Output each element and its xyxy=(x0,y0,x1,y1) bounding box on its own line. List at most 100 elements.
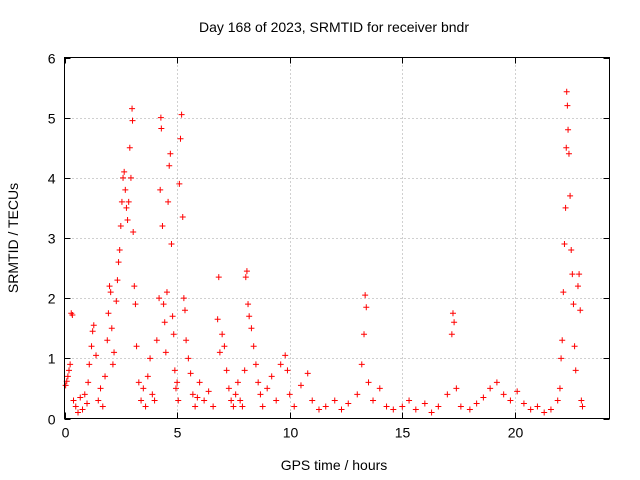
data-point xyxy=(232,391,239,398)
data-point xyxy=(104,337,111,344)
data-point xyxy=(153,337,160,344)
data-point xyxy=(183,337,190,344)
data-point xyxy=(406,397,413,404)
data-point xyxy=(466,406,473,413)
data-point xyxy=(157,114,164,121)
data-point xyxy=(95,397,102,404)
data-point xyxy=(126,144,133,151)
data-point xyxy=(174,379,181,386)
data-point xyxy=(264,385,271,392)
data-point xyxy=(225,385,232,392)
data-point xyxy=(291,403,298,410)
data-point xyxy=(108,325,115,332)
data-point xyxy=(89,328,96,335)
data-points xyxy=(62,88,586,416)
data-point xyxy=(259,403,266,410)
data-point xyxy=(66,367,73,374)
data-point xyxy=(399,403,406,410)
data-point xyxy=(370,397,377,404)
data-point xyxy=(428,409,435,416)
data-point xyxy=(449,310,456,317)
data-point xyxy=(223,367,230,374)
data-point xyxy=(568,247,575,254)
data-point xyxy=(358,361,365,368)
data-point xyxy=(210,403,217,410)
data-point xyxy=(169,313,176,320)
x-axis-label: GPS time / hours xyxy=(281,457,388,473)
data-point xyxy=(132,301,139,308)
data-point xyxy=(547,406,554,413)
data-point xyxy=(345,400,352,407)
data-point xyxy=(451,319,458,326)
data-point xyxy=(473,400,480,407)
data-point xyxy=(151,397,158,404)
data-point xyxy=(493,379,500,386)
data-point xyxy=(390,406,397,413)
data-point xyxy=(124,216,131,223)
data-point xyxy=(93,352,100,359)
data-point xyxy=(579,403,586,410)
data-point xyxy=(118,198,125,205)
data-point xyxy=(102,373,109,380)
data-point xyxy=(221,343,228,350)
data-point xyxy=(453,385,460,392)
data-point xyxy=(245,301,252,308)
plot-frame xyxy=(64,57,610,419)
chart-title: Day 168 of 2023, SRMTID for receiver bnd… xyxy=(199,19,469,35)
x-tick-label: 10 xyxy=(283,425,299,441)
data-point xyxy=(572,367,579,374)
x-tick-label: 15 xyxy=(395,425,411,441)
data-point xyxy=(457,403,464,410)
data-point xyxy=(131,283,138,290)
data-point xyxy=(578,397,585,404)
data-point xyxy=(558,355,565,362)
data-point xyxy=(189,391,196,398)
data-point xyxy=(176,180,183,187)
data-point xyxy=(569,271,576,278)
data-point xyxy=(67,361,74,368)
data-point xyxy=(177,135,184,142)
data-point xyxy=(500,391,507,398)
data-point xyxy=(216,349,223,356)
data-point xyxy=(563,88,570,95)
data-point xyxy=(507,397,514,404)
data-point xyxy=(107,289,114,296)
data-point xyxy=(448,331,455,338)
data-point xyxy=(122,186,129,193)
data-point xyxy=(120,174,127,181)
data-point xyxy=(109,361,116,368)
data-point xyxy=(435,403,442,410)
data-point xyxy=(157,186,164,193)
data-point xyxy=(273,397,280,404)
y-tick-label: 5 xyxy=(48,111,56,127)
data-point xyxy=(205,388,212,395)
data-point xyxy=(84,400,91,407)
data-point xyxy=(554,397,561,404)
data-point xyxy=(171,367,178,374)
data-point xyxy=(69,312,76,319)
data-point xyxy=(165,198,172,205)
data-point xyxy=(577,307,584,314)
data-point xyxy=(187,370,194,377)
data-point xyxy=(331,397,338,404)
data-point xyxy=(90,322,97,329)
data-point xyxy=(286,391,293,398)
data-point xyxy=(123,204,130,211)
data-point xyxy=(565,150,572,157)
data-point xyxy=(113,298,120,305)
data-point xyxy=(541,409,548,416)
data-point xyxy=(97,385,104,392)
data-point xyxy=(246,313,253,320)
data-point xyxy=(376,385,383,392)
data-point xyxy=(117,222,124,229)
data-point xyxy=(129,105,136,112)
data-point xyxy=(527,406,534,413)
data-point xyxy=(412,406,419,413)
data-point xyxy=(159,222,166,229)
data-point xyxy=(363,304,370,311)
data-point xyxy=(156,295,163,302)
data-point xyxy=(158,125,165,132)
data-point xyxy=(81,391,88,398)
data-point xyxy=(574,283,581,290)
